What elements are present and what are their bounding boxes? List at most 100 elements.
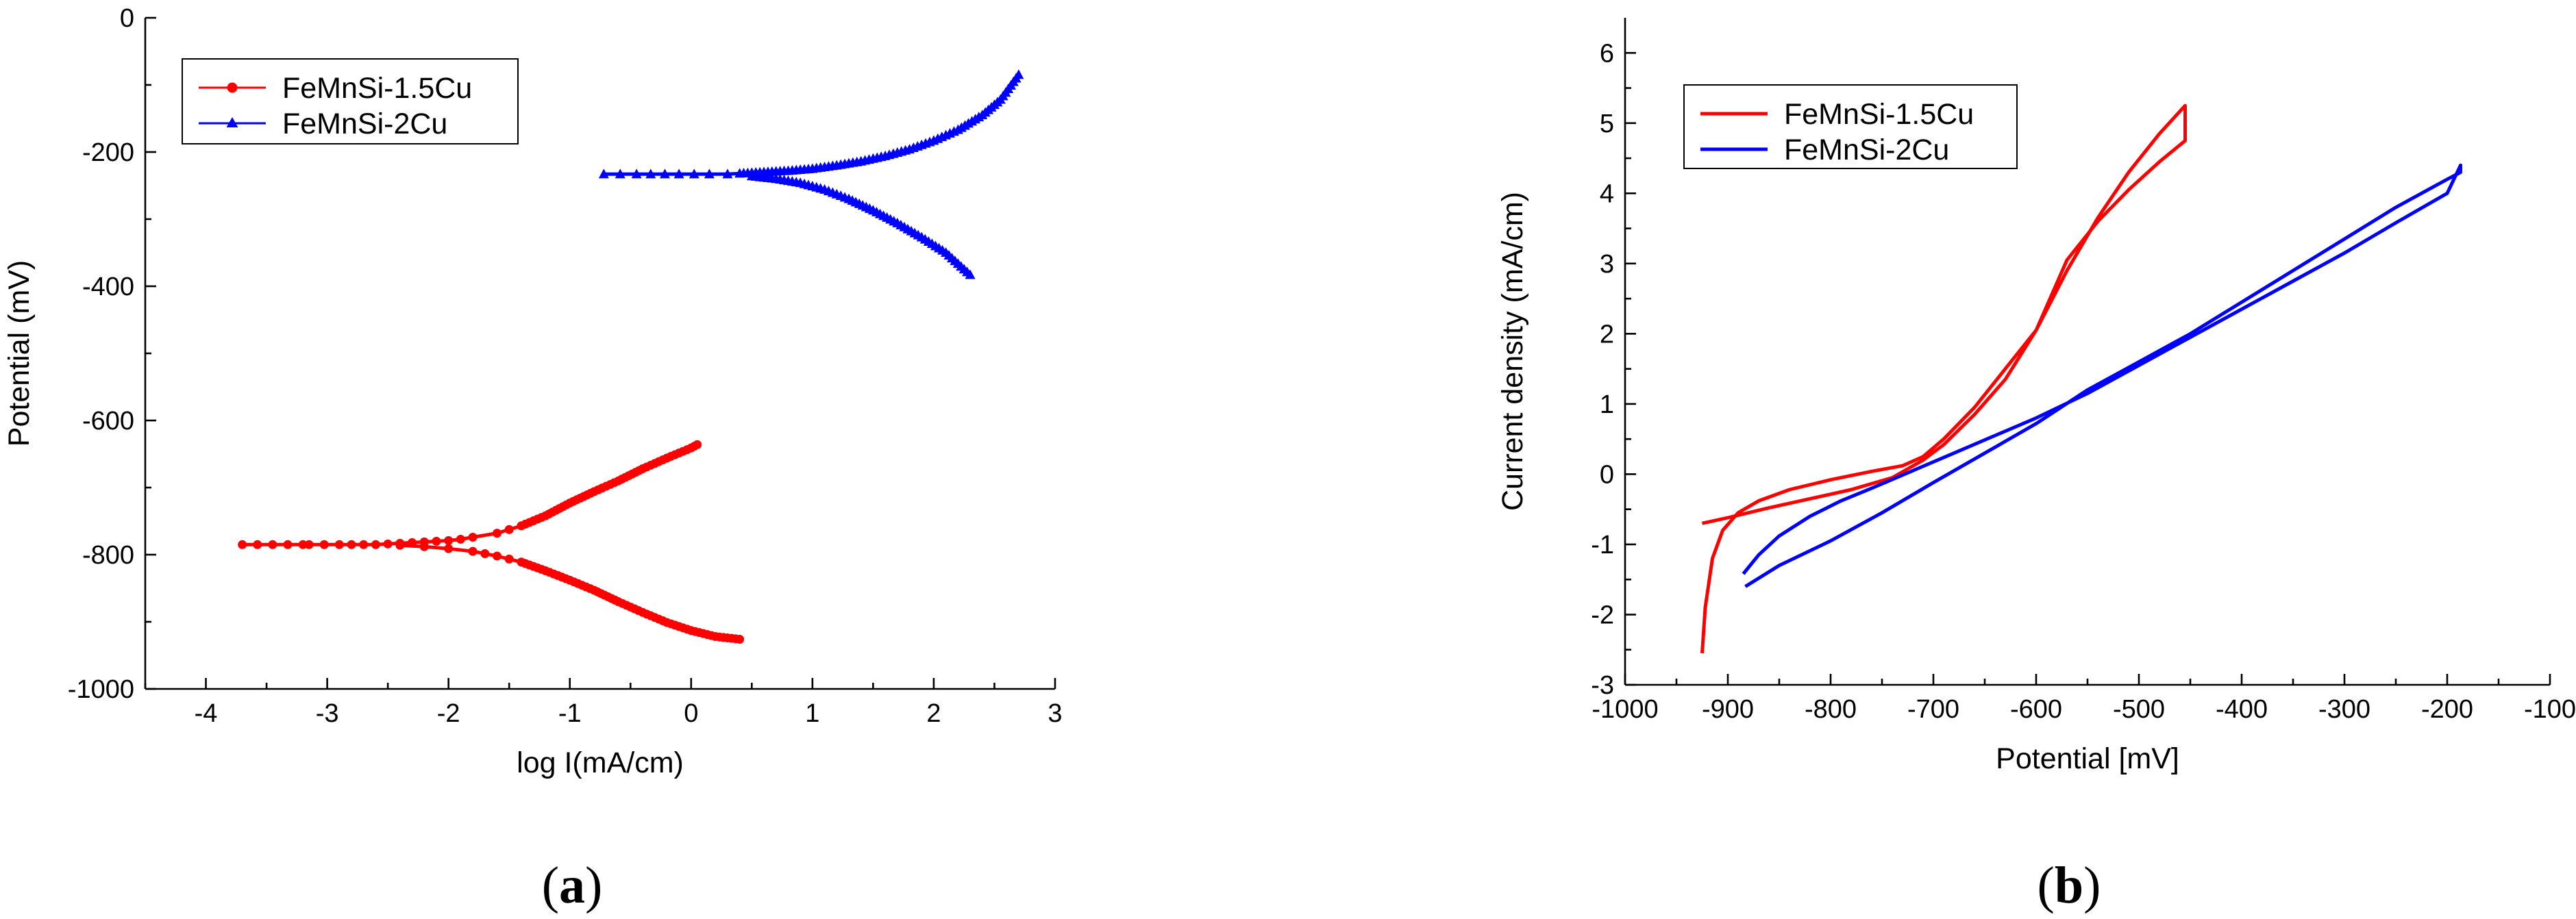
series-line <box>1742 163 2462 588</box>
data-point <box>319 540 329 549</box>
legend-item: FeMnSi-2Cu <box>1700 134 1949 166</box>
y-tick-label: -800 <box>82 541 134 570</box>
y-tick-label: 5 <box>1600 110 1614 138</box>
x-tick-label: -4 <box>195 699 218 728</box>
y-tick-label: 4 <box>1600 179 1614 208</box>
panel-label-paren: ( <box>2038 857 2055 914</box>
chart-a: -4 -3 -2 -1 0 1 2 3 0 -200 -400 -600 -800 -1000 log I(… <box>3 4 1063 914</box>
x-tick-label: 3 <box>1048 699 1062 728</box>
series-line <box>1700 103 2187 654</box>
data-point <box>645 168 656 179</box>
x-tick-label: -2 <box>437 699 460 728</box>
x-axis-title: log I(mA/cm) <box>517 746 684 779</box>
panel-label-letter: a <box>559 857 585 914</box>
y-tick-label: -3 <box>1591 671 1614 700</box>
legend-item: FeMnSi-2Cu <box>199 108 447 140</box>
x-tick-label: 0 <box>684 699 698 728</box>
y-tick-label: -1000 <box>68 675 134 704</box>
x-tick-label: 1 <box>805 699 819 728</box>
data-point <box>383 539 393 549</box>
x-tick-label: -3 <box>316 699 339 728</box>
y-tick-label: -2 <box>1591 601 1614 629</box>
panel-label-paren: ) <box>2083 857 2101 914</box>
data-point <box>693 440 702 449</box>
y-tick-label: 6 <box>1600 39 1614 68</box>
series-2 <box>598 69 1024 279</box>
panel-label: (a) <box>542 857 603 914</box>
y-axis-title: Current density (mA/cm) <box>1496 192 1529 511</box>
legend-marker <box>226 117 238 127</box>
data-point <box>334 540 344 549</box>
data-point <box>735 634 745 644</box>
data-point <box>468 533 478 542</box>
data-point <box>598 168 609 179</box>
x-tick-label: -400 <box>2216 695 2268 724</box>
y-tick-label: 3 <box>1600 250 1614 279</box>
x-tick-label: -100 <box>2524 695 2576 724</box>
y-tick-label: -400 <box>82 273 134 301</box>
data-point <box>673 168 684 179</box>
data-point <box>1013 69 1024 79</box>
y-tick-label: 0 <box>1600 460 1614 489</box>
legend-marker <box>227 82 238 93</box>
data-point <box>689 168 699 179</box>
data-point <box>722 168 733 179</box>
legend-label: FeMnSi-2Cu <box>282 108 447 140</box>
x-tick-label: -200 <box>2421 695 2473 724</box>
x-tick-label: 2 <box>926 699 941 728</box>
x-tick-label: -1 <box>558 699 582 728</box>
x-tick-label: -900 <box>1702 695 1754 724</box>
legend-label: FeMnSi-1.5Cu <box>282 72 472 105</box>
data-point <box>659 168 670 179</box>
series-line <box>604 73 1020 176</box>
data-point <box>615 168 626 179</box>
data-point <box>444 544 454 553</box>
legend-label: FeMnSi-1.5Cu <box>1784 98 1974 131</box>
data-point <box>444 536 454 545</box>
x-tick-label: -600 <box>2010 695 2062 724</box>
y-tick-label: -600 <box>82 407 134 436</box>
data-point <box>468 546 478 556</box>
x-tick-label: -700 <box>1907 695 1959 724</box>
data-point <box>432 536 441 546</box>
data-point <box>456 534 465 544</box>
x-tick-label: -800 <box>1805 695 1857 724</box>
series-line <box>752 174 971 277</box>
data-point <box>347 540 356 549</box>
y-tick-label: 1 <box>1600 390 1614 419</box>
data-point <box>371 540 380 549</box>
y-tick-label: -200 <box>82 138 134 167</box>
data-point <box>395 540 405 550</box>
legend-item: FeMnSi-1.5Cu <box>199 72 472 105</box>
series-1 <box>238 440 745 644</box>
data-point <box>492 529 501 538</box>
data-point <box>253 540 262 549</box>
x-axis-title: Potential [mV] <box>1996 742 2179 775</box>
series-2 <box>1742 163 2462 588</box>
series-line <box>242 443 698 546</box>
x-tick-label: -300 <box>2318 695 2370 724</box>
data-point <box>480 549 490 559</box>
y-tick-label: -1 <box>1591 531 1614 559</box>
data-point <box>704 168 715 179</box>
x-tick-label: -1000 <box>1592 695 1658 724</box>
data-point <box>283 540 293 549</box>
series-1 <box>1700 103 2187 654</box>
panel-label-letter: b <box>2055 857 2083 914</box>
data-point <box>304 540 314 549</box>
data-point <box>419 542 429 551</box>
y-tick-label: 2 <box>1600 320 1614 349</box>
legend-box <box>182 58 519 144</box>
panel-label-paren: ) <box>585 857 602 914</box>
panel-label: (b) <box>2038 857 2101 914</box>
data-point <box>965 269 976 279</box>
data-point <box>359 540 369 549</box>
legend-label: FeMnSi-2Cu <box>1784 134 1949 166</box>
y-axis-title: Potential (mV) <box>3 260 36 446</box>
data-point <box>631 168 642 179</box>
x-tick-label: -500 <box>2113 695 2165 724</box>
y-tick-label: 0 <box>120 4 134 33</box>
panel-label-paren: ( <box>542 857 559 914</box>
